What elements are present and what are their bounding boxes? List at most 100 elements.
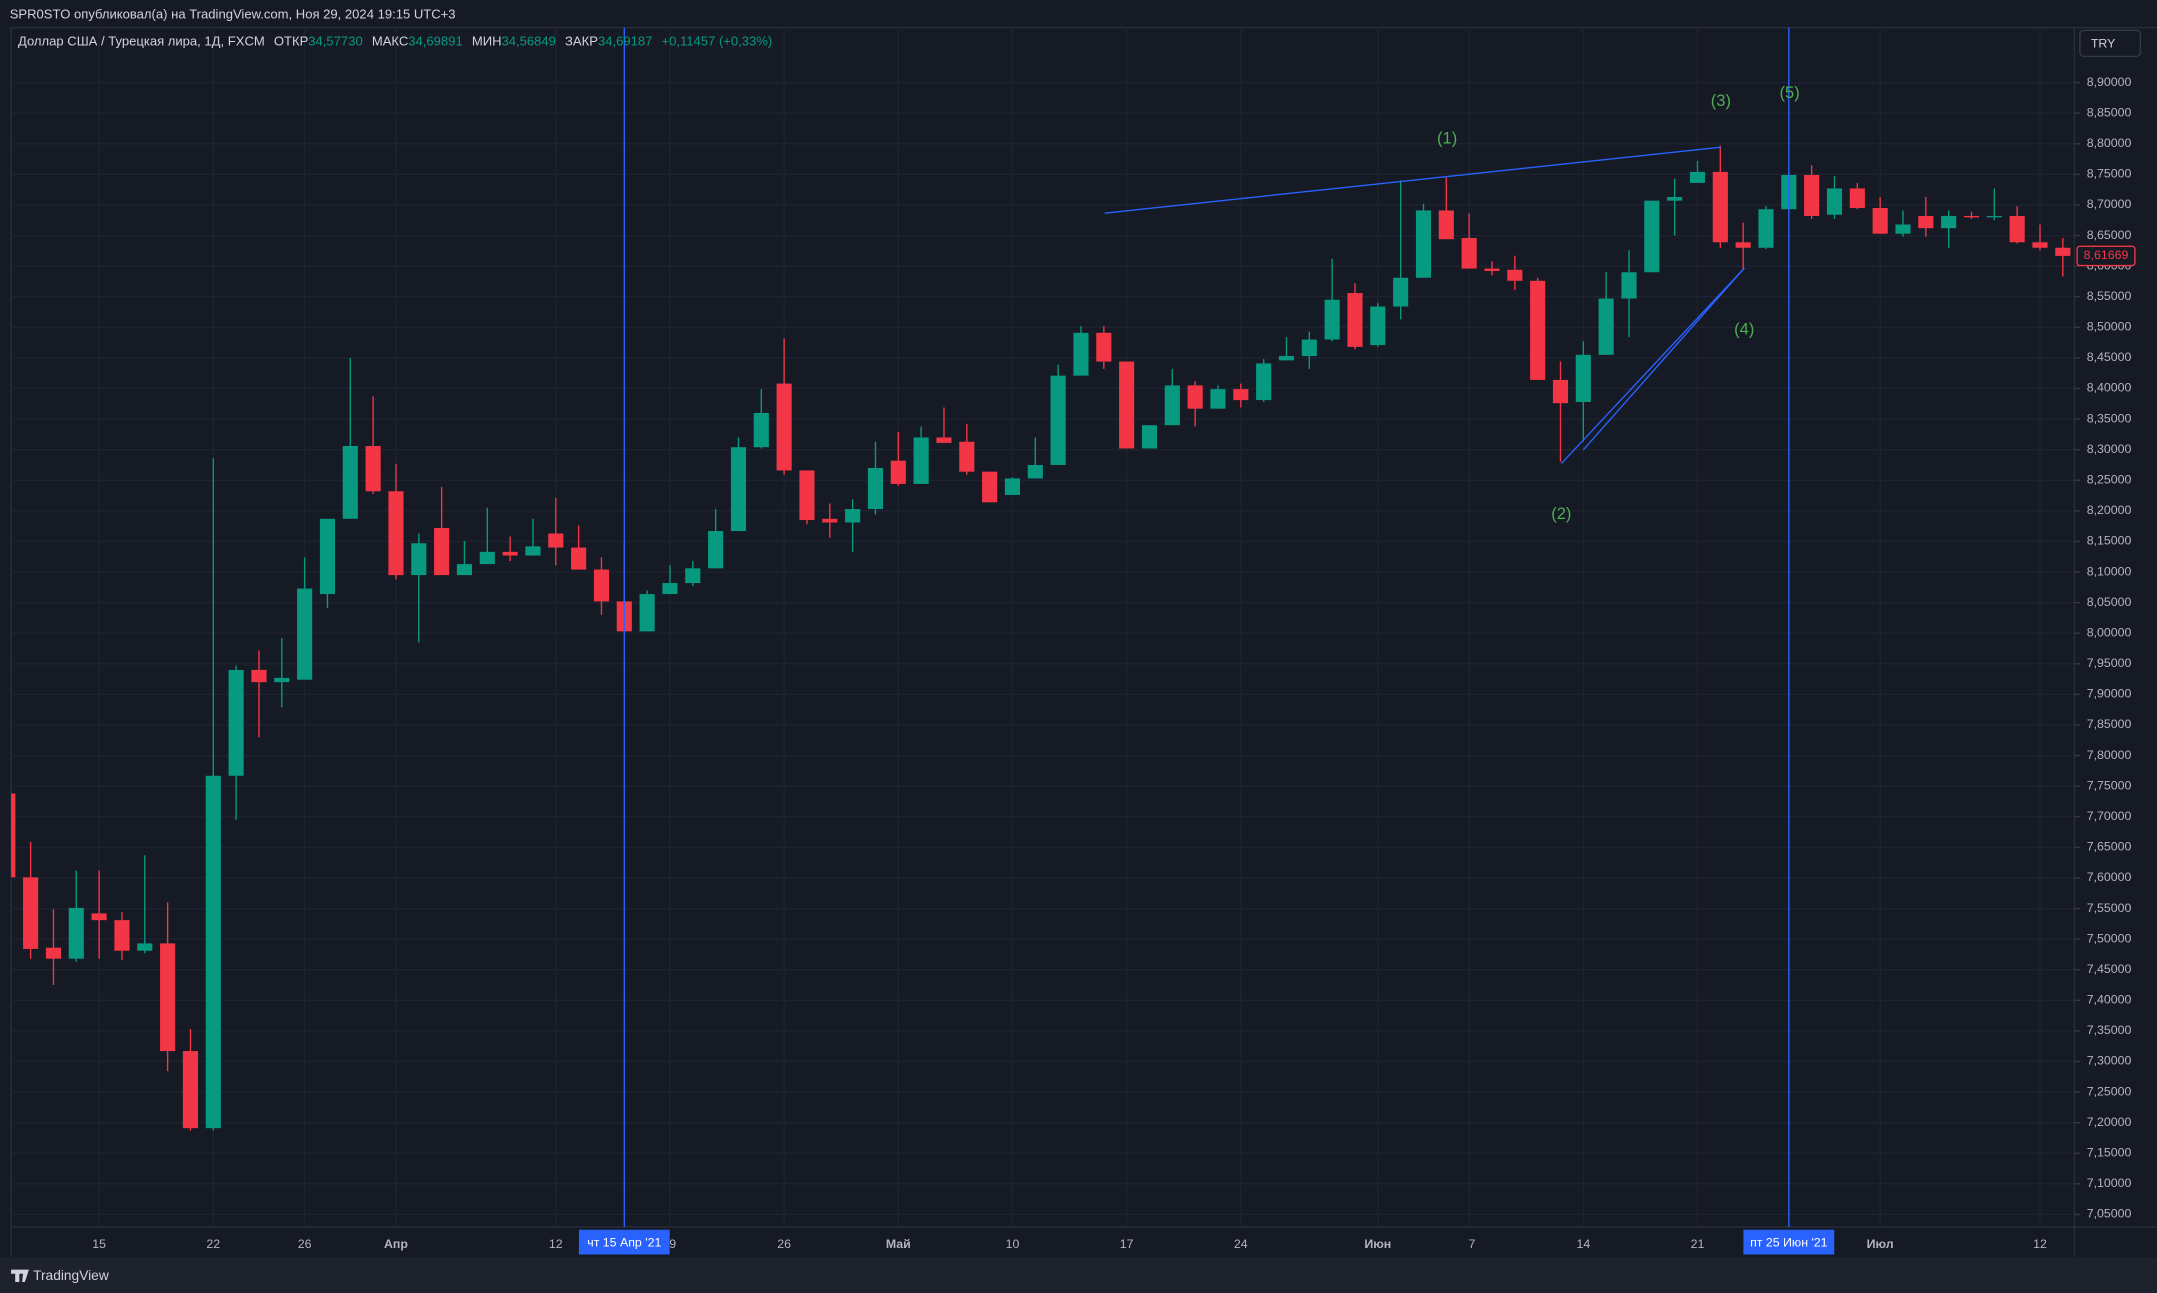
candle-body [68,907,84,959]
currency-button[interactable] [2079,29,2142,58]
candle-body [1278,356,1295,361]
candle-body [1461,237,1477,269]
candle-body [1826,188,1843,215]
x-tick-label: 26 [777,1237,791,1251]
last-price-label: 8,61669 [2084,248,2129,262]
change: +0,11457 (+0,33%) [662,34,773,49]
trend-line [1560,267,1745,465]
candle-body [1050,375,1066,465]
x-tick-label: 17 [1120,1237,1134,1251]
candle-body [1347,293,1363,347]
x-tick-label: 24 [1234,1237,1248,1251]
candle-body [1552,379,1569,404]
candle-body [822,518,838,523]
y-tick-label: 7,10000 [2087,1176,2132,1190]
candle-body [11,793,16,878]
ohlc-label: ЗАКР [565,34,598,49]
candle-body [525,546,541,556]
y-tick-label: 8,45000 [2087,350,2132,364]
y-tick-label: 8,85000 [2087,105,2132,119]
y-tick-label: 7,15000 [2087,1146,2132,1160]
candle-body [1324,299,1340,340]
y-tick-label: 7,75000 [2087,778,2132,792]
ohlc-value: 34,69187 [598,34,652,49]
candle-body [1986,215,2002,218]
wave-label: (1) [1437,129,1457,147]
y-tick-label: 7,70000 [2087,809,2132,823]
candle-body [1941,215,1957,229]
candle-body [1621,272,1637,299]
trend-line [1104,146,1721,214]
ohlc-value: 34,69891 [408,34,462,49]
y-tick-label: 8,75000 [2087,167,2132,181]
y-tick-label: 7,90000 [2087,687,2132,701]
x-tick-label: 7 [1468,1237,1475,1251]
candle-body [867,468,884,510]
candle-body [297,588,313,680]
candle-body [251,669,267,683]
x-tick-label: 9 [669,1237,676,1251]
candle-body [1667,196,1683,201]
y-tick-label: 8,55000 [2087,289,2132,303]
footer-bar [0,1257,2157,1293]
candle-body [274,677,290,683]
candle-body [1758,209,1774,248]
y-tick-label: 8,50000 [2087,320,2132,334]
wave-label: (3) [1711,92,1731,110]
candle-body [1895,224,1911,234]
x-tick-label: 15 [92,1237,106,1251]
candle-body [114,920,130,951]
candle-body [2055,247,2071,256]
candle-body [685,568,701,584]
published: SPR0STO опубликовал(а) на TradingView.co… [10,7,456,22]
candle-body [45,947,62,959]
ohlc-label: МИН [472,34,502,49]
y-tick-label: 7,50000 [2087,931,2132,945]
candle-body [1530,280,1546,380]
candle-body [456,564,473,576]
candle-body [1644,200,1660,273]
overlay: 8,90000 8,85000 8,80000 8,75000 8,70000 8,650… [92,27,2136,1255]
y-tick-label: 8,65000 [2087,228,2132,242]
candle-body [2009,215,2025,243]
ohlc-value: 34,57730 [308,34,362,49]
candle-body [1233,389,1249,401]
candle-body [662,583,678,595]
candle-body [708,531,724,569]
candle-body [1918,215,1934,229]
date-highlight [578,1229,670,1255]
candle-body [1963,215,1980,218]
candle-body [1027,464,1043,479]
candle-body [639,594,655,632]
candle-body [319,518,336,595]
y-tick-label: 7,20000 [2087,1115,2132,1129]
candle-body [1507,269,1523,281]
candle-body [91,913,107,921]
y-tick-label: 7,40000 [2087,993,2132,1007]
x-tick-label: 12 [2033,1237,2047,1251]
y-tick-label: 7,85000 [2087,717,2132,731]
date-highlight-label: пт 25 Июн '21 [1750,1236,1828,1250]
y-tick-label: 8,25000 [2087,473,2132,487]
x-tick-label: 14 [1576,1237,1590,1251]
y-tick-label: 8,20000 [2087,503,2132,517]
currency-label[interactable]: TRY [2091,36,2115,50]
candle-body [182,1051,199,1129]
x-tick-label: Июн [1364,1237,1391,1251]
x-tick-label: 22 [206,1237,220,1251]
candle-body [1735,242,1751,248]
candle-body [434,527,450,576]
candle-body [571,547,587,570]
y-tick-label: 7,25000 [2087,1084,2132,1098]
trend-line [1582,267,1745,451]
x-tick-label: 10 [1006,1237,1020,1251]
date-highlight-label: чт 15 Апр '21 [587,1236,661,1250]
candle-body [1096,332,1112,362]
candle-body [1484,268,1500,272]
candle-body [1141,425,1158,449]
candle-body [936,437,952,443]
candle-body [593,569,610,602]
ohlc-label: МАКС [372,34,408,49]
candle-body [1872,207,1888,234]
